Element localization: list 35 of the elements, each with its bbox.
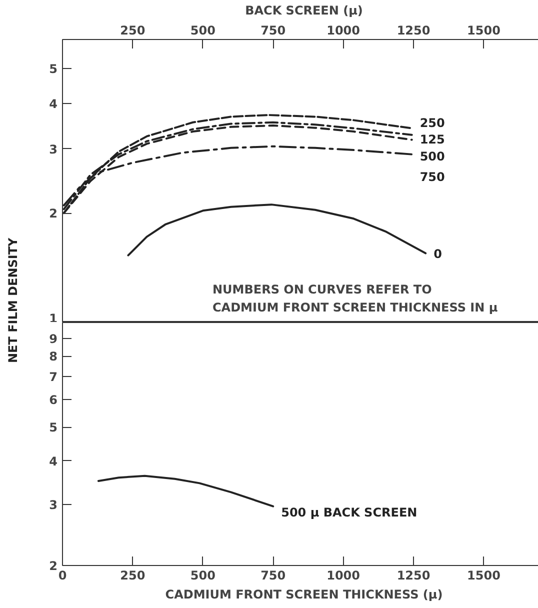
x-tick-label: 1000 [326,24,360,38]
y-tick-label: 8 [49,350,58,364]
series-label: 0 [434,246,442,261]
y-tick-label: 3 [49,498,58,512]
x-axis-title: CADMIUM FRONT SCREEN THICKNESS (μ) [165,588,443,602]
series-label: 750 [420,170,445,184]
x-tick-label: 1000 [326,568,360,582]
series-label: 125 [420,132,445,146]
annotation: NUMBERS ON CURVES REFER TO CADMIUM FRONT SCREEN THICKNESS IN μ [212,282,498,314]
y-tick-label: 2 [49,559,58,573]
series-label: 250 [420,116,445,130]
x-tick-label: 1250 [396,24,430,38]
x-tick-label: 250 [120,568,146,582]
x-tick-label: 500 [190,568,216,582]
x-axis-title: BACK SCREEN (μ) [245,4,363,18]
x-tick-label: 750 [260,24,286,38]
y-tick-label: 5 [49,62,58,76]
y-tick-label: 9 [49,332,58,346]
y-tick-label: 5 [49,420,58,435]
y-tick-label: 4 [49,97,58,112]
y-tick-label: 7 [49,370,58,384]
y-tick-label: 3 [49,142,58,156]
x-tick-label: 1500 [467,24,500,38]
y-tick-label: 4 [49,454,58,468]
x-tick-label: 0 [58,568,67,582]
x-tick-label: 750 [260,568,286,582]
series-label: 500 [420,149,445,164]
x-tick-label: 1250 [396,568,430,582]
x-tick-label: 500 [190,24,216,38]
y-tick-label: 2 [49,206,58,221]
x-tick-label: 250 [120,24,146,38]
y-axis-title: NET FILM DENSITY [5,237,21,363]
series-label: 500 μ BACK SCREEN [281,505,418,520]
x-tick-label: 1500 [467,568,500,582]
y-tick-label: 6 [49,393,58,408]
